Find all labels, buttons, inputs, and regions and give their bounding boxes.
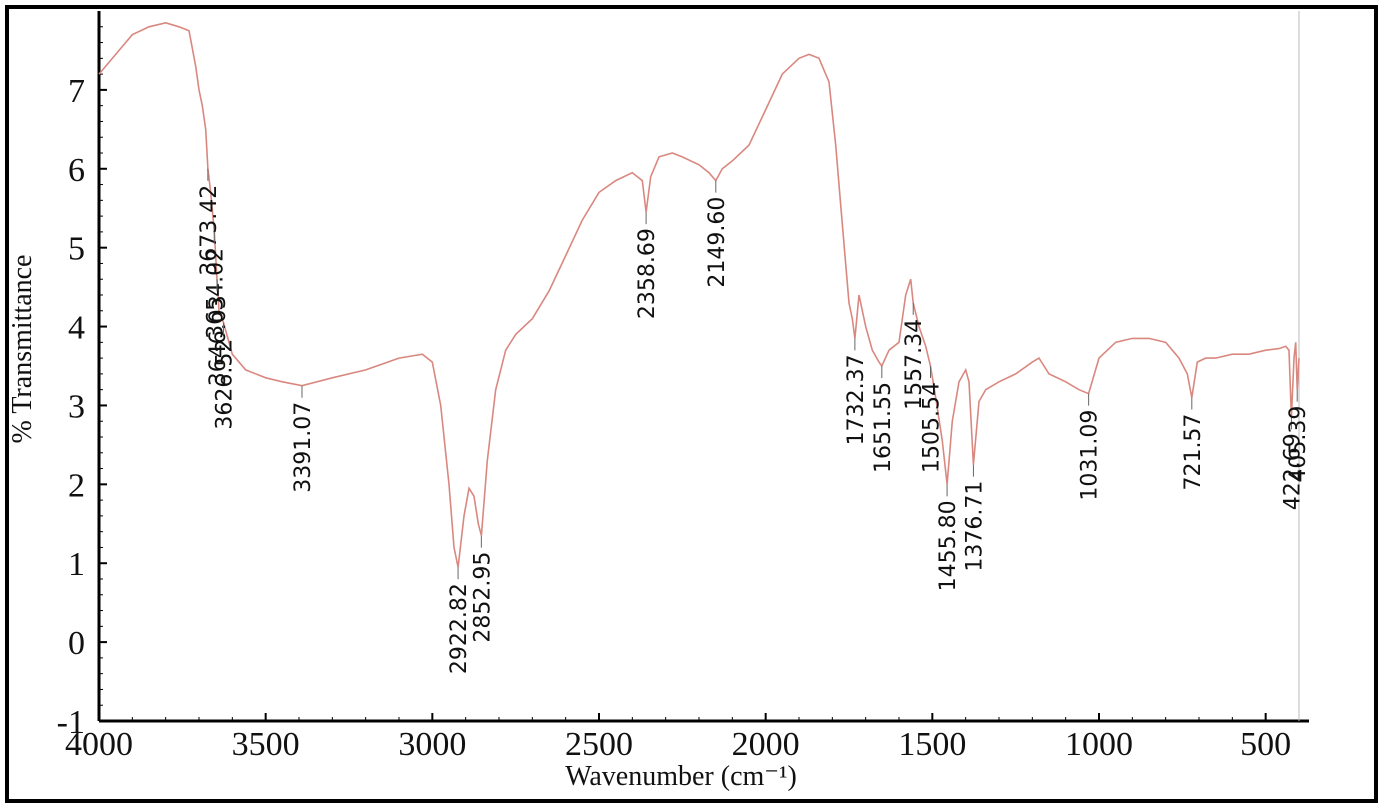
peak-label: 2852.95: [470, 552, 495, 643]
x-tick-label: 500: [1240, 726, 1291, 763]
peak-label: 3626.52: [212, 339, 237, 430]
peak-label: 1651.55: [871, 382, 896, 473]
axes: -1 0 1 2 3 4 5 6 7 4000 3500 3000 2500 2000 1500 1000 50…: [57, 11, 1309, 763]
y-axis-title: % Transmittance: [9, 255, 38, 444]
ir-spectrum-chart: -1 0 1 2 3 4 5 6 7 4000 3500 3000 2500 2000 1500 1000 50…: [9, 11, 1311, 792]
y-tick-label: 4: [68, 310, 85, 347]
peak-label: 1732.37: [844, 354, 869, 445]
y-tick-label: 5: [68, 231, 85, 268]
y-tick-label: 0: [68, 625, 85, 662]
x-tick-label: 2000: [732, 726, 800, 763]
x-tick-label: 2500: [565, 726, 633, 763]
chart-frame: -1 0 1 2 3 4 5 6 7 4000 3500 3000 2500 2000 1500 1000 50…: [5, 5, 1378, 803]
peak-label: 1031.09: [1078, 410, 1103, 501]
x-tick-label: 4000: [65, 726, 133, 763]
peak-label: 1376.71: [962, 481, 987, 572]
y-tick-label: -1: [57, 704, 85, 741]
x-tick-label: 1500: [898, 726, 966, 763]
x-tick-label: 3500: [232, 726, 300, 763]
peak-label: 3673.42: [197, 185, 222, 276]
y-tick-label: 3: [68, 388, 85, 425]
y-tick-label: 6: [68, 152, 85, 189]
peak-label: 721.57: [1181, 414, 1206, 491]
peak-label: 1455.80: [936, 500, 961, 591]
peak-label: 3646.03: [206, 295, 231, 386]
x-tick-label: 1000: [1065, 726, 1133, 763]
spectrum-series: [98, 21, 1300, 568]
peak-label: 1557.34: [902, 319, 927, 410]
peak-label: 3654.02: [203, 248, 228, 339]
peak-label: 405.39: [1286, 406, 1311, 483]
x-axis-title: Wavenumber (cm⁻¹): [565, 761, 797, 792]
peak-label: 2358.69: [635, 228, 660, 319]
spectrum-line: [98, 21, 1300, 568]
peak-label: 422.69: [1280, 433, 1305, 510]
peak-label: 3391.07: [291, 402, 316, 493]
peak-label: 1505.54: [919, 382, 944, 473]
y-tick-label: 1: [68, 546, 85, 583]
peak-label: 2149.60: [705, 197, 730, 288]
x-tick-label: 3000: [398, 726, 466, 763]
peak-label: 2922.82: [447, 583, 472, 674]
y-tick-label: 2: [68, 467, 85, 504]
y-tick-label: 7: [68, 73, 85, 110]
